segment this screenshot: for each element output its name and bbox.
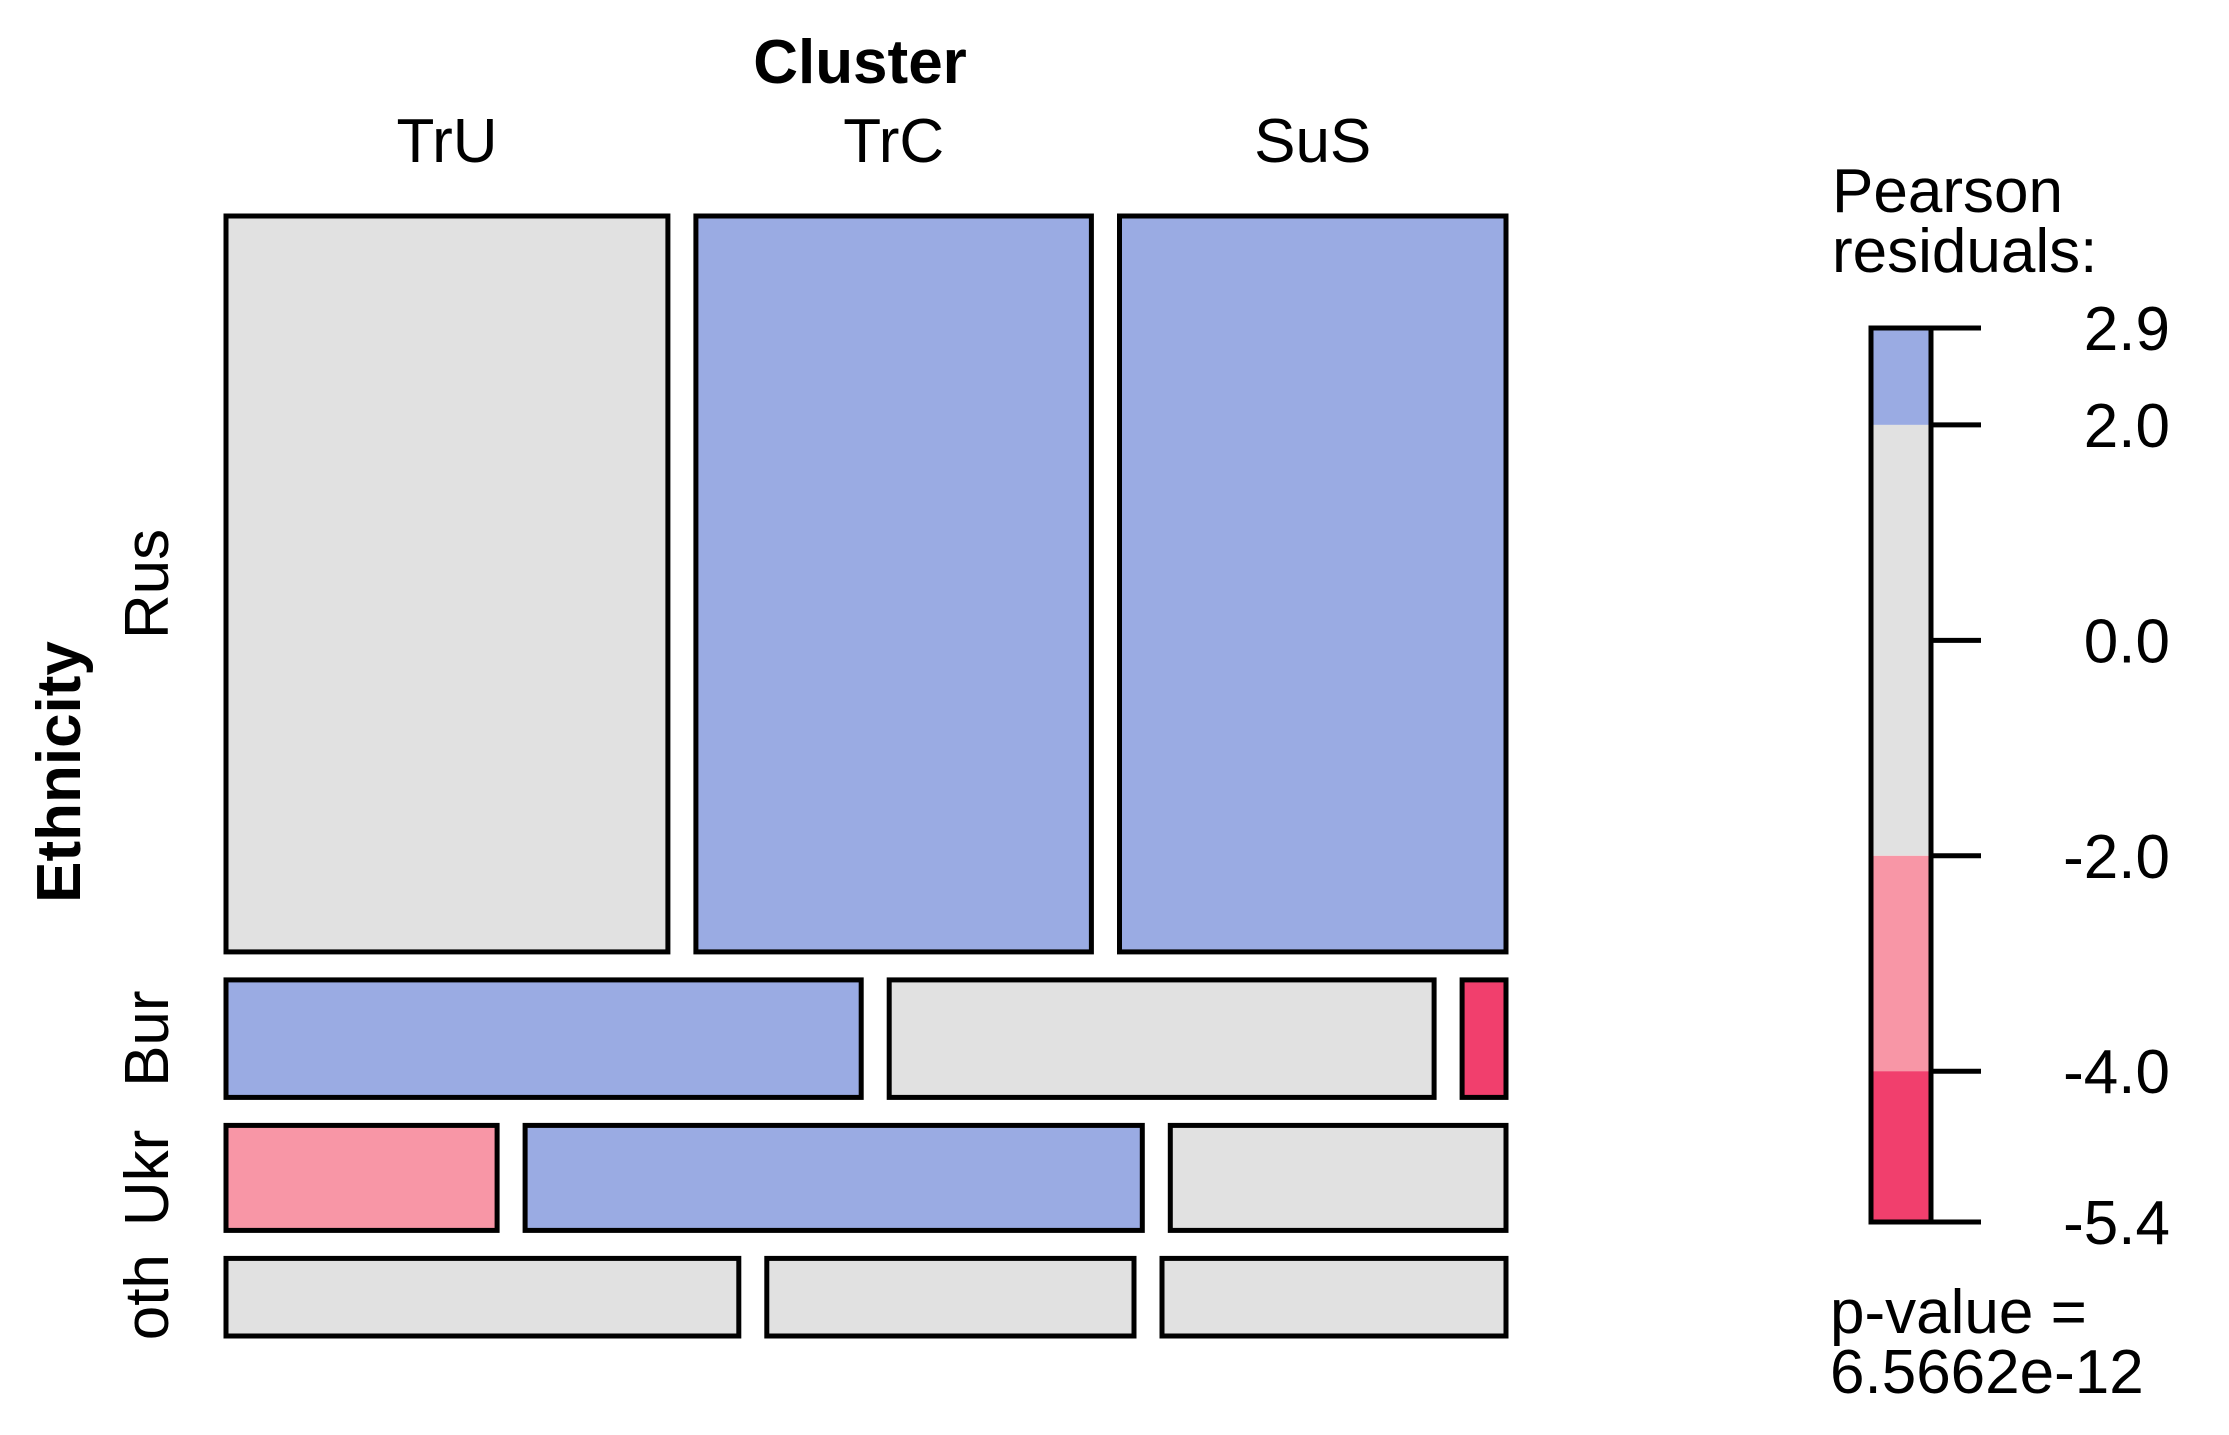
legend-color-bands (1868, 325, 1934, 1225)
cell-Bur-TrU (223, 977, 864, 1100)
row-label-Ukr: Ukr (113, 1130, 182, 1226)
legend-tick-label: -5.4 (2063, 1189, 2170, 1258)
column-label-SuS: SuS (1254, 107, 1371, 176)
column-labels: TrU TrC SuS (397, 107, 1372, 176)
legend-title-line-1: Pearson (1832, 157, 2063, 226)
cell-oth-SuS (1159, 1255, 1509, 1339)
cell-Ukr-SuS (1167, 1122, 1509, 1233)
column-label-TrC: TrC (843, 107, 944, 176)
legend-frame (1868, 325, 1934, 1225)
cell-Bur-SuS (1459, 977, 1509, 1100)
legend-tick-label: -4.0 (2063, 1038, 2170, 1107)
cell-oth-TrC (764, 1255, 1137, 1339)
row-label-Bur: Bur (113, 990, 182, 1086)
legend-band-pos_high (1871, 328, 1931, 425)
cell-Ukr-TrU (223, 1122, 500, 1233)
pvalue-line-1: p-value = (1830, 1278, 2087, 1347)
row-label-Rus: Rus (113, 529, 182, 639)
legend-tick-label: 2.0 (2084, 392, 2170, 461)
legend-tick-label: -2.0 (2063, 823, 2170, 892)
legend-band-neutral (1871, 424, 1931, 856)
legend-band-neg_mid (1871, 855, 1931, 1072)
cell-Rus-TrU (223, 213, 671, 955)
cell-Bur-TrC (886, 977, 1437, 1100)
legend-tick-label: 2.9 (2084, 295, 2170, 364)
row-label-oth: oth (113, 1254, 182, 1340)
row-labels: Rus Bur Ukr oth (113, 529, 182, 1340)
legend-ticks: 2.9 2.0 0.0 -2.0 -4.0 -5.4 (1931, 295, 2170, 1258)
row-variable-label: Ethnicity (25, 641, 94, 903)
legend-title-line-2: residuals: (1832, 217, 2097, 286)
residuals-legend: Pearson residuals: 2.9 2.0 0.0 -2.0 -4.0 -5.4… (1830, 157, 2170, 1407)
cell-Rus-SuS (1117, 213, 1509, 955)
cell-Ukr-TrC (522, 1122, 1145, 1233)
cell-Rus-TrC (693, 213, 1094, 955)
column-variable-label: Cluster (753, 28, 967, 97)
legend-tick-label: 0.0 (2084, 607, 2170, 676)
column-label-TrU: TrU (397, 107, 498, 176)
pvalue-line-2: 6.5662e-12 (1830, 1338, 2144, 1407)
legend-band-neg_high (1871, 1071, 1931, 1222)
cell-oth-TrU (223, 1255, 742, 1339)
mosaic-cells (223, 213, 1509, 1339)
